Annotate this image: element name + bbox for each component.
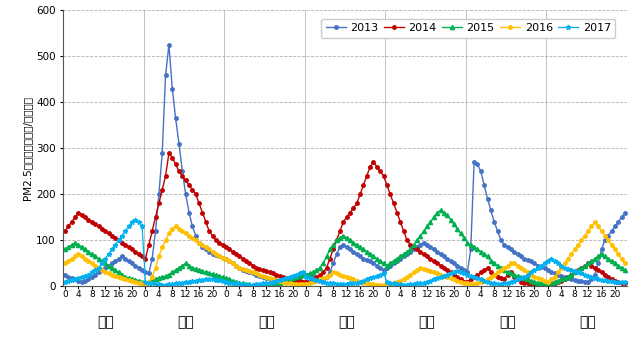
2015: [61, 247, 69, 252]
2016: [383, 283, 391, 287]
2014: [511, 275, 518, 279]
2013: [511, 250, 518, 254]
Line: 2016: 2016: [63, 220, 627, 287]
Legend: 2013, 2014, 2015, 2016, 2017: 2013, 2014, 2015, 2016, 2017: [322, 19, 615, 38]
2015: [437, 208, 444, 213]
2016: [253, 271, 260, 275]
2017: [514, 277, 522, 281]
2015: [249, 283, 256, 287]
2013: [162, 73, 170, 77]
2014: [162, 174, 170, 178]
2014: [383, 183, 391, 187]
2017: [61, 280, 69, 284]
2017: [132, 217, 139, 222]
2017: [158, 283, 166, 287]
2014: [256, 267, 263, 271]
2017: [621, 280, 629, 284]
2016: [511, 261, 518, 265]
2015: [393, 257, 401, 261]
2014: [165, 151, 173, 155]
2017: [387, 280, 394, 284]
2016: [393, 280, 401, 284]
Line: 2013: 2013: [63, 43, 627, 284]
Line: 2014: 2014: [63, 151, 627, 287]
2014: [61, 229, 69, 233]
2013: [584, 280, 592, 284]
2013: [61, 273, 69, 277]
Line: 2015: 2015: [63, 208, 627, 287]
2013: [165, 43, 173, 47]
2016: [162, 238, 170, 242]
2016: [591, 220, 599, 224]
2017: [168, 282, 176, 286]
2014: [225, 247, 233, 252]
2016: [373, 283, 380, 287]
2016: [61, 261, 69, 265]
2013: [621, 210, 629, 215]
2017: [229, 281, 237, 285]
2014: [621, 281, 629, 285]
2015: [162, 274, 170, 278]
2015: [621, 268, 629, 272]
2014: [393, 210, 401, 215]
2015: [514, 274, 522, 278]
2016: [222, 257, 230, 261]
2015: [383, 263, 391, 268]
Y-axis label: PM2.5小时浓度（微克/立方米）: PM2.5小时浓度（微克/立方米）: [22, 96, 32, 200]
2015: [256, 283, 263, 287]
2014: [534, 283, 542, 287]
2017: [396, 282, 404, 287]
2015: [222, 276, 230, 280]
2017: [259, 281, 266, 285]
2013: [393, 259, 401, 263]
2013: [225, 259, 233, 263]
2013: [256, 274, 263, 278]
2016: [621, 261, 629, 265]
Line: 2017: 2017: [63, 217, 627, 287]
2013: [383, 266, 391, 270]
